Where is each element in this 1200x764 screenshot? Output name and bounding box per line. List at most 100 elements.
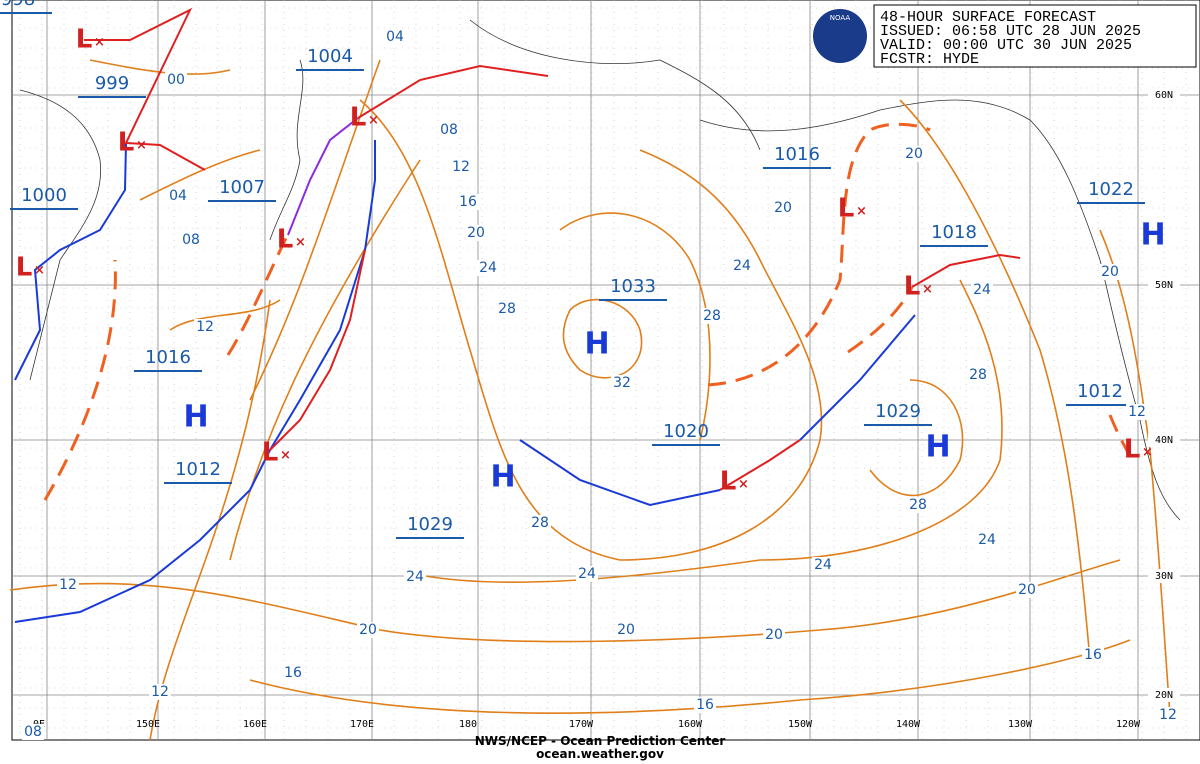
footer-agency: NWS/NCEP - Ocean Prediction Center: [475, 734, 726, 748]
isobar-label-bg: [701, 308, 723, 324]
low-marker: L: [1124, 435, 1141, 465]
latitude-label: 60N: [1155, 90, 1173, 101]
isobar-label: 04: [386, 29, 404, 45]
isobar-label: 04: [169, 188, 187, 204]
isobar-label-bg: [971, 282, 993, 298]
pressure-label: 1012: [1077, 381, 1123, 402]
isobar-label-bg: [180, 232, 202, 248]
low-x: ×: [922, 282, 933, 297]
logo-text: NOAA: [830, 14, 851, 22]
pressure-label: 1029: [407, 514, 453, 535]
high-marker: H: [1140, 218, 1165, 253]
grid: [12, 0, 1200, 740]
pressure-label: 1016: [774, 144, 820, 165]
isobar-label-bg: [731, 258, 753, 274]
pressure-label: 1033: [610, 276, 656, 297]
pressure-label: 1012: [175, 459, 221, 480]
low-x: ×: [280, 448, 291, 463]
isobar-label-bg: [694, 697, 716, 713]
isobar-label-bg: [357, 622, 379, 638]
latitude-label: 50N: [1155, 280, 1173, 291]
isobar-label: 12: [1159, 707, 1177, 723]
isobar-label: 08: [24, 724, 42, 740]
longitude-label: 180: [459, 719, 477, 730]
pressure-label: 999: [95, 73, 129, 94]
isobar-label: 20: [1018, 582, 1036, 598]
isobar-label-bg: [22, 724, 44, 740]
isobar-label-bg: [282, 665, 304, 681]
isobar-label-bg: [149, 684, 171, 700]
isobar-label: 24: [814, 557, 832, 573]
labels: 60N50N40N30N20N0E150E160E170E180170W160W…: [0, 0, 1180, 740]
header-title: 48-HOUR SURFACE FORECAST: [880, 9, 1096, 26]
longitude-label: 170E: [350, 719, 374, 730]
low-x: ×: [738, 477, 749, 492]
isobar-label: 12: [452, 159, 470, 175]
low-marker: L: [76, 25, 93, 55]
low-x: ×: [295, 235, 306, 250]
isobar-label: 12: [59, 577, 77, 593]
isobar-label-bg: [57, 577, 79, 593]
isobar-label-bg: [1082, 647, 1104, 663]
isobar-label: 20: [905, 146, 923, 162]
latitude-box: [1148, 433, 1180, 447]
low-marker: L: [262, 438, 279, 468]
longitude-label: 150W: [788, 719, 813, 730]
pressure-label: 1022: [1088, 179, 1134, 200]
isobar-label-bg: [194, 319, 216, 335]
isobar-label: 16: [696, 697, 714, 713]
low-marker: L: [118, 128, 135, 158]
pressure-label: 1004: [307, 46, 353, 67]
isobar-label-bg: [1016, 582, 1038, 598]
latitude-box: [1148, 688, 1180, 702]
isobar-label: 20: [617, 622, 635, 638]
map-frame: [11, 0, 1200, 741]
isobar-label: 28: [909, 497, 927, 513]
pressure-label: 1020: [663, 421, 709, 442]
isobar-label: 24: [733, 258, 751, 274]
latitude-box: [1148, 88, 1180, 102]
longitude-label: 150E: [136, 719, 160, 730]
isobars: [9, 59, 1171, 741]
isobar-label-bg: [465, 225, 487, 241]
longitude-label: 160E: [243, 719, 267, 730]
coastlines: [19, 19, 1181, 521]
latitude-box: [1148, 278, 1180, 292]
low-x: ×: [1142, 445, 1153, 460]
isobar-label-bg: [903, 146, 925, 162]
isobar-label-bg: [576, 566, 598, 582]
isobar-label: 08: [182, 232, 200, 248]
low-marker: L: [350, 103, 367, 133]
isobar-label-bg: [496, 301, 518, 317]
isobar-label: 12: [1128, 404, 1146, 420]
latitude-label: 30N: [1155, 571, 1173, 582]
isobar-label: 16: [284, 665, 302, 681]
isobar-label: 20: [774, 200, 792, 216]
low-x: ×: [368, 113, 379, 128]
low-x: ×: [94, 35, 105, 50]
isobar-label: 20: [467, 225, 485, 241]
isobar-label: 24: [406, 569, 424, 585]
latitude-box: [1148, 569, 1180, 583]
low-marker: L: [720, 467, 737, 497]
isobar-label: 20: [765, 627, 783, 643]
high-marker: H: [584, 327, 609, 362]
pressure-label: 1029: [875, 401, 921, 422]
fronts: [14, 7, 1134, 623]
low-x: ×: [34, 263, 45, 278]
high-marker: H: [925, 430, 950, 465]
header-valid: VALID: 00:00 UTC 30 JUN 2025: [880, 37, 1132, 54]
low-x: ×: [856, 204, 867, 219]
isobar-label: 08: [440, 122, 458, 138]
footer-url: ocean.weather.gov: [536, 747, 664, 761]
isobar-label: 28: [703, 308, 721, 324]
isobar-label: 24: [479, 260, 497, 276]
isobar-label: 00: [167, 72, 185, 88]
latitude-label: 20N: [1155, 690, 1173, 701]
isobar-label-bg: [907, 497, 929, 513]
isobar-label-bg: [772, 200, 794, 216]
isobar-label-bg: [763, 627, 785, 643]
isobar-label-bg: [615, 622, 637, 638]
isobar-label-bg: [477, 260, 499, 276]
longitude-label: 170W: [569, 719, 594, 730]
